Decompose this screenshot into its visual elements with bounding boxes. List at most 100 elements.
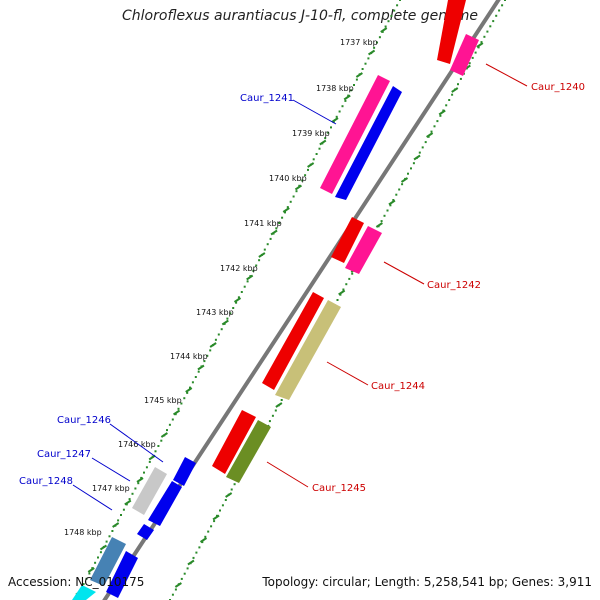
leader-caur-1248 (72, 484, 113, 511)
tick-mark (275, 402, 283, 408)
ruler-dot (157, 445, 160, 447)
gene-caur-1245-cds[interactable] (226, 420, 271, 483)
ruler-dot (407, 172, 409, 175)
ruler-dot (105, 540, 108, 543)
ruler-dot (353, 84, 355, 86)
gene-caur-1240-rna[interactable] (450, 34, 479, 76)
ruler-dot (183, 572, 186, 575)
ruler-dot (390, 14, 393, 17)
tick-mark (426, 132, 434, 138)
ruler-dot (275, 227, 278, 230)
gene-caur-1241-cds[interactable] (335, 86, 402, 200)
ruler-dot (330, 126, 332, 129)
tick-label: 1748 kbp (64, 528, 102, 537)
gene-label-caur-1240[interactable]: Caur_1240 (531, 82, 585, 93)
tick-mark (380, 27, 388, 33)
gene-label-caur-1244[interactable]: Caur_1244 (371, 381, 425, 392)
ruler-dot (348, 277, 351, 280)
tick-label: 1742 kbp (220, 264, 258, 273)
gene-caur-1245-arrow[interactable] (212, 410, 256, 474)
ruler-dot (266, 243, 269, 246)
ruler-dot (111, 530, 114, 532)
ruler-dot (384, 25, 387, 28)
gene-label-caur-1242[interactable]: Caur_1242 (427, 280, 481, 291)
ruler-dot (480, 41, 483, 44)
ruler-dot (284, 211, 286, 214)
ruler-dot (380, 220, 383, 223)
gene-caur-1242-cds[interactable] (331, 217, 364, 263)
gene-label-caur-1241[interactable]: Caur_1241 (240, 93, 294, 104)
tick-mark (400, 177, 409, 183)
gene-caur-1240-arrow[interactable] (437, 0, 466, 64)
ruler-dot (268, 420, 271, 423)
ruler-dot (191, 381, 194, 384)
ruler-dot (373, 46, 376, 49)
ruler-dot (168, 423, 171, 426)
ruler-dot (198, 546, 201, 549)
gene-caur-1249-cds[interactable] (90, 537, 126, 586)
ruler-dot (338, 110, 341, 113)
ruler-dot (94, 561, 97, 564)
tick-mark (375, 222, 383, 228)
tick-label: 1737 kbp (340, 38, 378, 47)
leader-caur-1242 (383, 261, 425, 285)
tick-mark (331, 117, 339, 123)
tick-mark (343, 94, 351, 101)
ruler-dot (237, 296, 240, 299)
gene-label-caur-1246[interactable]: Caur_1246 (57, 415, 111, 426)
ruler-dot (82, 583, 85, 586)
ruler-dot (148, 460, 151, 463)
gene-caur-1247-cds[interactable] (132, 467, 167, 515)
ruler-dot (344, 99, 347, 102)
ruler-dot (194, 376, 197, 378)
ruler-dot (280, 399, 283, 401)
ruler-dot (339, 293, 342, 296)
tick-mark (209, 342, 217, 348)
ruler-dot (180, 402, 183, 405)
ruler-dot (140, 476, 143, 479)
ruler-dot (221, 504, 224, 507)
gene-caur-1242-rna[interactable] (345, 226, 382, 274)
ruler-dot (355, 78, 358, 81)
gene-caur-1247b-cds[interactable] (148, 481, 182, 526)
ruler-dot (433, 125, 436, 128)
ruler-dot (108, 535, 111, 538)
ruler-dot (295, 190, 298, 193)
gene-caur-1248-cds[interactable] (137, 524, 154, 540)
tick-mark (221, 319, 229, 326)
ruler-dot (206, 354, 209, 357)
ruler-dot (233, 483, 236, 486)
ruler-dot (174, 588, 177, 591)
ruler-dot (219, 509, 221, 512)
ruler-dot (117, 519, 120, 522)
gene-caur-1241-rna[interactable] (320, 75, 390, 194)
ruler-dot (418, 151, 421, 154)
ruler-dot (246, 280, 249, 283)
ruler-dot (430, 130, 433, 133)
gene-label-caur-1245[interactable]: Caur_1245 (312, 483, 366, 494)
gene-caur-1250-cds[interactable] (72, 585, 96, 600)
ruler-dot (128, 498, 131, 501)
gene-label-caur-1247[interactable]: Caur_1247 (37, 449, 91, 460)
ruler-dot (252, 269, 255, 272)
ruler-dot (448, 99, 451, 101)
ruler-dot (361, 68, 364, 70)
gene-caur-1246-cds[interactable] (173, 457, 196, 486)
ruler-dot (392, 199, 395, 201)
ruler-dot (131, 492, 134, 495)
gene-caur-1243-cds[interactable] (262, 292, 324, 390)
ruler-dot (230, 488, 233, 491)
ruler-dot (134, 487, 137, 490)
ruler-dot (347, 94, 350, 97)
gene-caur-1244-cds[interactable] (275, 300, 341, 400)
ruler-dot (315, 153, 318, 155)
gene-label-caur-1248[interactable]: Caur_1248 (19, 476, 73, 487)
tick-mark (282, 207, 290, 213)
tick-mark (258, 252, 266, 258)
ruler-dot (258, 259, 261, 262)
tick-mark (355, 72, 363, 78)
ruler-dot (207, 530, 210, 533)
ruler-dot (125, 503, 128, 506)
gene-caur-1249b-cds[interactable] (106, 551, 138, 598)
tick-mark (413, 154, 421, 161)
